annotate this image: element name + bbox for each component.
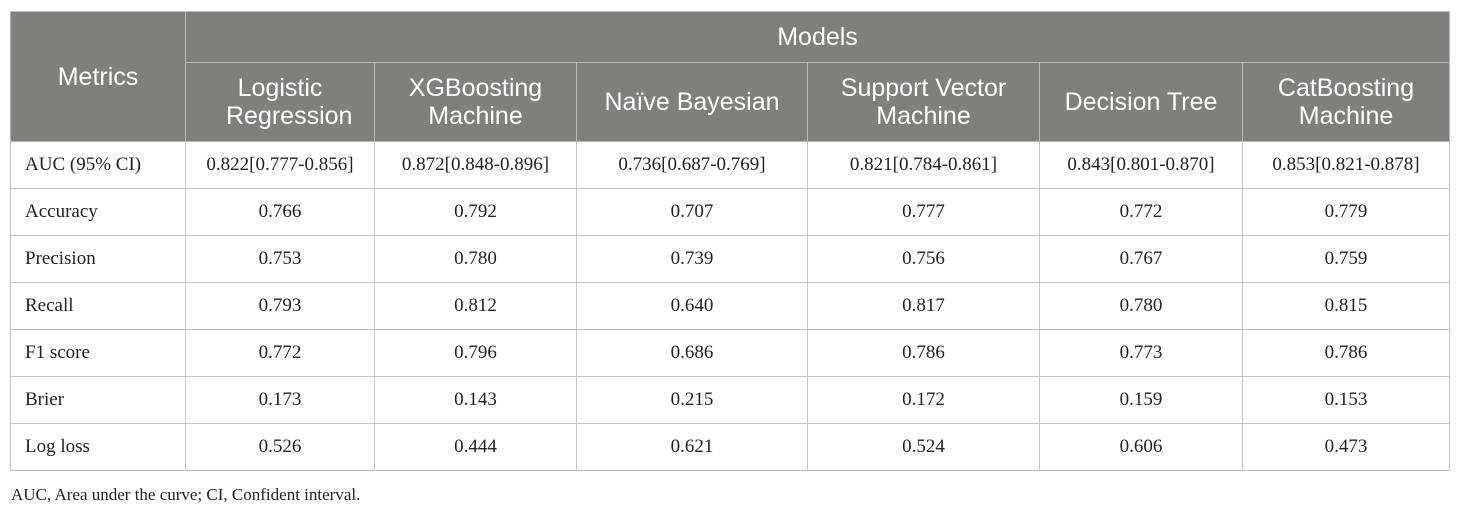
model-header-decision-tree: Decision Tree bbox=[1039, 62, 1243, 142]
table-row: Accuracy 0.766 0.792 0.707 0.777 0.772 0.779 bbox=[10, 188, 1451, 236]
results-table-container: Metrics Models Logistic Regression XGBoo… bbox=[10, 11, 1451, 471]
metric-value-cell: 0.872[0.848-0.896] bbox=[374, 141, 577, 189]
metric-label: Recall bbox=[10, 282, 186, 330]
metric-value-cell: 0.792 bbox=[374, 188, 577, 236]
model-header-xgboosting-machine: XGBoosting Machine bbox=[374, 62, 577, 142]
metric-value-cell: 0.772 bbox=[1039, 188, 1243, 236]
metric-value-cell: 0.815 bbox=[1241, 282, 1451, 330]
metric-label: Accuracy bbox=[10, 188, 186, 236]
metric-value-cell: 0.444 bbox=[374, 423, 577, 471]
metric-value-cell: 0.524 bbox=[807, 423, 1040, 471]
metric-value-cell: 0.707 bbox=[576, 188, 808, 236]
models-group-header: Models bbox=[184, 11, 1451, 63]
metric-value-cell: 0.777 bbox=[807, 188, 1040, 236]
metric-label: AUC (95% CI) bbox=[10, 141, 186, 189]
metric-value-cell: 0.780 bbox=[374, 235, 577, 283]
metric-value-cell: 0.767 bbox=[1039, 235, 1243, 283]
metric-value-cell: 0.786 bbox=[1241, 329, 1451, 377]
metric-value-cell: 0.739 bbox=[576, 235, 808, 283]
metric-value-cell: 0.736[0.687-0.769] bbox=[576, 141, 808, 189]
model-header-naive-bayesian: Naïve Bayesian bbox=[576, 62, 808, 142]
table-row: Precision 0.753 0.780 0.739 0.756 0.767 0.759 bbox=[10, 235, 1451, 283]
metric-value-cell: 0.793 bbox=[185, 282, 375, 330]
metric-label: Log loss bbox=[10, 423, 186, 471]
table-row: Brier 0.173 0.143 0.215 0.172 0.159 0.153 bbox=[10, 376, 1451, 424]
metric-value-cell: 0.779 bbox=[1241, 188, 1451, 236]
metric-value-cell: 0.606 bbox=[1039, 423, 1243, 471]
metrics-column-header: Metrics bbox=[10, 11, 186, 142]
metric-value-cell: 0.621 bbox=[576, 423, 808, 471]
metric-value-cell: 0.786 bbox=[807, 329, 1040, 377]
model-header-support-vector-machine: Support Vector Machine bbox=[807, 62, 1040, 142]
metric-value-cell: 0.143 bbox=[374, 376, 577, 424]
metric-value-cell: 0.821[0.784-0.861] bbox=[807, 141, 1040, 189]
table-row: F1 score 0.772 0.796 0.686 0.786 0.773 0.786 bbox=[10, 329, 1451, 377]
model-header-catboosting-machine: CatBoosting Machine bbox=[1241, 62, 1451, 142]
table-footnote: AUC, Area under the curve; CI, Confident… bbox=[11, 485, 361, 504]
metric-value-cell: 0.215 bbox=[576, 376, 808, 424]
metric-value-cell: 0.812 bbox=[374, 282, 577, 330]
model-header-logistic-regression: Logistic Regression bbox=[185, 62, 375, 142]
metric-value-cell: 0.172 bbox=[807, 376, 1040, 424]
table-row: AUC (95% CI) 0.822[0.777-0.856] 0.872[0.84… bbox=[10, 141, 1451, 189]
metric-value-cell: 0.640 bbox=[576, 282, 808, 330]
metric-value-cell: 0.817 bbox=[807, 282, 1040, 330]
metric-value-cell: 0.772 bbox=[185, 329, 375, 377]
metric-value-cell: 0.473 bbox=[1241, 423, 1451, 471]
metric-label: Precision bbox=[10, 235, 186, 283]
table-header: Metrics Models Logistic Regression XGBoo… bbox=[10, 11, 1451, 142]
metric-value-cell: 0.773 bbox=[1039, 329, 1243, 377]
metric-value-cell: 0.686 bbox=[576, 329, 808, 377]
metric-value-cell: 0.153 bbox=[1241, 376, 1451, 424]
metric-label: Brier bbox=[10, 376, 186, 424]
table-row: Recall 0.793 0.812 0.640 0.817 0.780 0.815 bbox=[10, 282, 1451, 330]
metric-value-cell: 0.843[0.801-0.870] bbox=[1039, 141, 1243, 189]
metric-value-cell: 0.756 bbox=[807, 235, 1040, 283]
table-row: Log loss 0.526 0.444 0.621 0.524 0.606 0.473 bbox=[10, 423, 1451, 471]
metric-label: F1 score bbox=[10, 329, 186, 377]
metric-value-cell: 0.173 bbox=[185, 376, 375, 424]
metric-value-cell: 0.753 bbox=[185, 235, 375, 283]
metric-value-cell: 0.796 bbox=[374, 329, 577, 377]
metric-value-cell: 0.526 bbox=[185, 423, 375, 471]
metric-value-cell: 0.780 bbox=[1039, 282, 1243, 330]
metric-value-cell: 0.822[0.777-0.856] bbox=[185, 141, 375, 189]
model-metrics-table: Metrics Models Logistic Regression XGBoo… bbox=[10, 11, 1451, 471]
metric-value-cell: 0.853[0.821-0.878] bbox=[1241, 141, 1451, 189]
metric-value-cell: 0.759 bbox=[1241, 235, 1451, 283]
metric-value-cell: 0.159 bbox=[1039, 376, 1243, 424]
table-body: AUC (95% CI) 0.822[0.777-0.856] 0.872[0.84… bbox=[10, 141, 1451, 471]
metric-value-cell: 0.766 bbox=[185, 188, 375, 236]
